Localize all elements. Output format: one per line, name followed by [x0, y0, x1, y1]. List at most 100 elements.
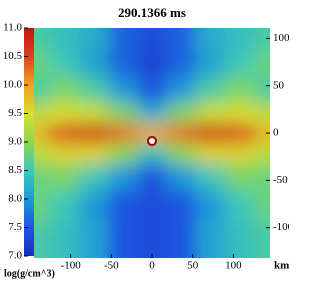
heat-cell [254, 123, 270, 144]
heat-cell [225, 102, 256, 125]
heat-cell [254, 189, 270, 222]
heat-cell [49, 163, 80, 191]
center-marker [147, 136, 157, 146]
heat-cell [225, 189, 256, 222]
heat-cell [108, 220, 139, 258]
heat-cell [137, 50, 168, 78]
chart-title: 290.1366 ms [118, 5, 186, 20]
heat-cell [254, 102, 270, 125]
heat-cell [195, 102, 227, 125]
heat-cell [108, 76, 139, 104]
heat-cell [225, 76, 256, 104]
colorbar-label: log(g/cm^3) [4, 268, 55, 279]
heat-cell [108, 123, 139, 144]
heat-cell [49, 142, 80, 165]
heat-cell [34, 76, 51, 104]
heat-cell [166, 50, 197, 78]
heat-cell [166, 28, 197, 52]
heat-cell [78, 220, 110, 258]
colorbar-tick-label: 8.5 [8, 164, 22, 176]
heat-cell [108, 102, 139, 125]
heat-cell [34, 142, 51, 165]
colorbar-tick-label: 8.0 [8, 193, 22, 205]
y-tick-label: 50 [273, 79, 285, 91]
heat-cell [34, 189, 51, 222]
x-tick-label: -100 [61, 260, 82, 272]
heat-cell [108, 50, 139, 78]
heat-cell [195, 220, 227, 258]
heat-cell [108, 142, 139, 165]
heat-cell [195, 189, 227, 222]
heat-cell [34, 50, 51, 78]
heat-cell [78, 142, 110, 165]
heat-cell [225, 220, 256, 258]
heat-cell [225, 28, 256, 52]
heat-cell [49, 102, 80, 125]
heat-cell [49, 28, 80, 52]
colorbar [24, 28, 34, 256]
chart: 290.1366 ms log(g/cm^3) km -100 -50 0 50 100… [3, 5, 289, 279]
heat-cell [137, 189, 168, 222]
heat-cell [78, 189, 110, 222]
heat-cell [195, 163, 227, 191]
colorbar-tick-label: 7.0 [8, 250, 22, 262]
heat-cell [137, 142, 168, 165]
colorbar-tick-label: 7.5 [8, 221, 22, 233]
x-tick-label: 100 [225, 260, 242, 272]
heat-cell [225, 163, 256, 191]
heat-cell [225, 50, 256, 78]
colorbar-tick-label: 9.0 [8, 136, 22, 148]
x-tick-label: 50 [187, 260, 199, 272]
heat-cell [166, 189, 197, 222]
heat-cell [34, 163, 51, 191]
colorbar-tick-label: 10.5 [3, 50, 23, 62]
x-tick-label: 0 [149, 260, 155, 272]
heat-cell [225, 142, 256, 165]
heat-cell [34, 102, 51, 125]
heat-cell [108, 28, 139, 52]
heat-cell [34, 123, 51, 144]
heat-cell [254, 142, 270, 165]
heat-cell [34, 220, 51, 258]
heat-cell [166, 76, 197, 104]
heat-cell [137, 123, 168, 144]
y-tick-label: -50 [273, 174, 288, 186]
heat-cell [254, 50, 270, 78]
x-tick-label: -50 [104, 260, 119, 272]
heat-cell [166, 102, 197, 125]
heat-cell [108, 163, 139, 191]
heat-cell [195, 28, 227, 52]
heat-cell [78, 76, 110, 104]
heat-cell [78, 102, 110, 125]
heat-cell [254, 220, 270, 258]
heat-cell [166, 220, 197, 258]
heat-cell [49, 76, 80, 104]
heat-cell [49, 220, 80, 258]
heat-cell [137, 76, 168, 104]
heat-cell [78, 163, 110, 191]
heat-cell [254, 28, 270, 52]
heat-cell [166, 142, 197, 165]
heat-cell [254, 76, 270, 104]
heat-cell [78, 123, 110, 144]
heat-cell [195, 50, 227, 78]
heatmap [34, 28, 270, 258]
heat-cell [225, 123, 256, 144]
heat-cell [49, 189, 80, 222]
heat-cell [34, 28, 51, 52]
heat-cell [254, 163, 270, 191]
heat-cell [78, 50, 110, 78]
y-tick-label: 100 [273, 32, 289, 44]
heat-cell [166, 123, 197, 144]
heat-cell [49, 50, 80, 78]
heat-cell [166, 163, 197, 191]
heat-cell [195, 76, 227, 104]
colorbar-tick-label: 10.0 [3, 79, 23, 91]
heat-cell [137, 102, 168, 125]
y-tick-label: -100 [273, 221, 289, 233]
x-axis-label: km [274, 260, 289, 272]
heat-cell [137, 163, 168, 191]
colorbar-tick-label: 9.5 [8, 107, 22, 119]
y-tick-label: 0 [273, 127, 279, 139]
heat-cell [137, 220, 168, 258]
